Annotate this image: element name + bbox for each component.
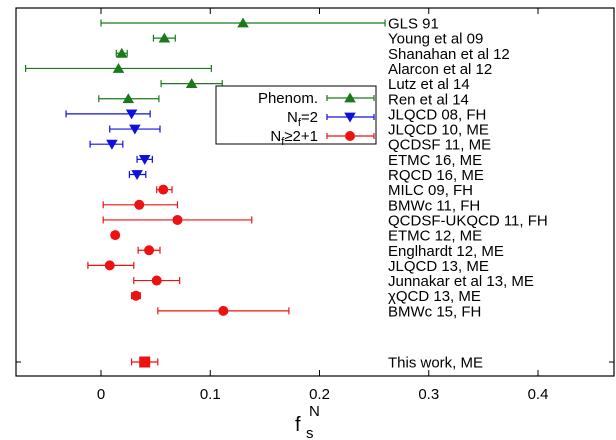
triangle-down-marker xyxy=(138,154,151,165)
triangle-down-marker xyxy=(125,109,138,120)
circle-marker xyxy=(172,214,183,225)
row-label: Young et al 09 xyxy=(388,31,483,48)
x-tick-label: 0.4 xyxy=(528,386,549,403)
row-label: Englhardt 12, ME xyxy=(388,243,504,260)
legend-circle-marker xyxy=(345,131,355,141)
row-label: Junnakar et al 13, ME xyxy=(388,273,534,290)
row-label: Alarcon et al 12 xyxy=(388,61,492,78)
row-label: ETMC 12, ME xyxy=(388,228,482,245)
triangle-up-marker xyxy=(185,78,198,88)
row-label: RQCD 16, ME xyxy=(388,167,484,184)
plot-frame xyxy=(15,7,615,377)
row-label: QCDSF-UKQCD 11, FH xyxy=(388,212,548,229)
legend-label: Nf=2 xyxy=(287,109,318,129)
row-label: ETMC 16, ME xyxy=(388,152,482,169)
x-axis-label-superscript: N xyxy=(309,403,320,420)
x-tick-label: 0 xyxy=(97,386,105,403)
triangle-up-marker xyxy=(115,47,128,58)
x-tick-label: 0.3 xyxy=(418,386,439,403)
circle-marker xyxy=(158,184,169,195)
circle-marker xyxy=(134,199,145,210)
circle-marker xyxy=(130,290,141,301)
circle-marker xyxy=(151,275,162,286)
triangle-down-marker xyxy=(106,139,118,150)
row-label: BMWc 11, FH xyxy=(388,197,480,214)
row-label: JLQCD 10, ME xyxy=(388,122,489,139)
row-label: JLQCD 08, FH xyxy=(388,106,486,123)
row-label: Ren et al 14 xyxy=(388,91,469,108)
legend: Phenom. Nf=2Nf≥2+1 xyxy=(215,85,377,148)
legend-label: Nf≥2+1 xyxy=(270,128,318,148)
legend-label: Phenom. xyxy=(258,90,318,107)
row-label: MILC 09, FH xyxy=(388,182,473,199)
x-tick-label: 0.1 xyxy=(200,386,221,403)
triangle-up-marker xyxy=(237,17,249,28)
legend-triangle-up-marker xyxy=(344,92,356,103)
row-label: This work, ME xyxy=(388,355,483,372)
row-label: JLQCD 13, ME xyxy=(388,258,489,275)
circle-marker xyxy=(110,230,121,241)
row-label: Lutz et al 14 xyxy=(388,76,470,93)
circle-marker xyxy=(218,305,229,316)
triangle-up-marker xyxy=(158,32,171,43)
x-axis-label-subscript: s xyxy=(306,425,314,440)
row-label: BMWc 15, FH xyxy=(388,303,481,320)
circle-marker xyxy=(144,245,155,256)
triangle-up-marker xyxy=(122,93,135,104)
row-label: QCDSF 11, ME xyxy=(388,137,491,154)
circle-marker xyxy=(104,260,115,271)
data-markers xyxy=(104,17,249,368)
error-bars xyxy=(25,19,386,366)
x-axis-label: f xyxy=(295,414,301,436)
square-marker xyxy=(139,356,151,368)
row-label: GLS 91 xyxy=(388,16,439,33)
triangle-down-marker xyxy=(129,124,141,135)
row-label: χQCD 13, ME xyxy=(388,288,481,305)
legend-triangle-down-marker xyxy=(344,112,356,123)
x-tick-label: 0.2 xyxy=(309,386,330,403)
row-label: Shanahan et al 12 xyxy=(388,46,510,63)
triangle-up-marker xyxy=(112,62,125,73)
triangle-down-marker xyxy=(131,170,143,180)
x-axis-ticks: 0 0.1 0.2 0.3 0.4 xyxy=(97,8,549,403)
